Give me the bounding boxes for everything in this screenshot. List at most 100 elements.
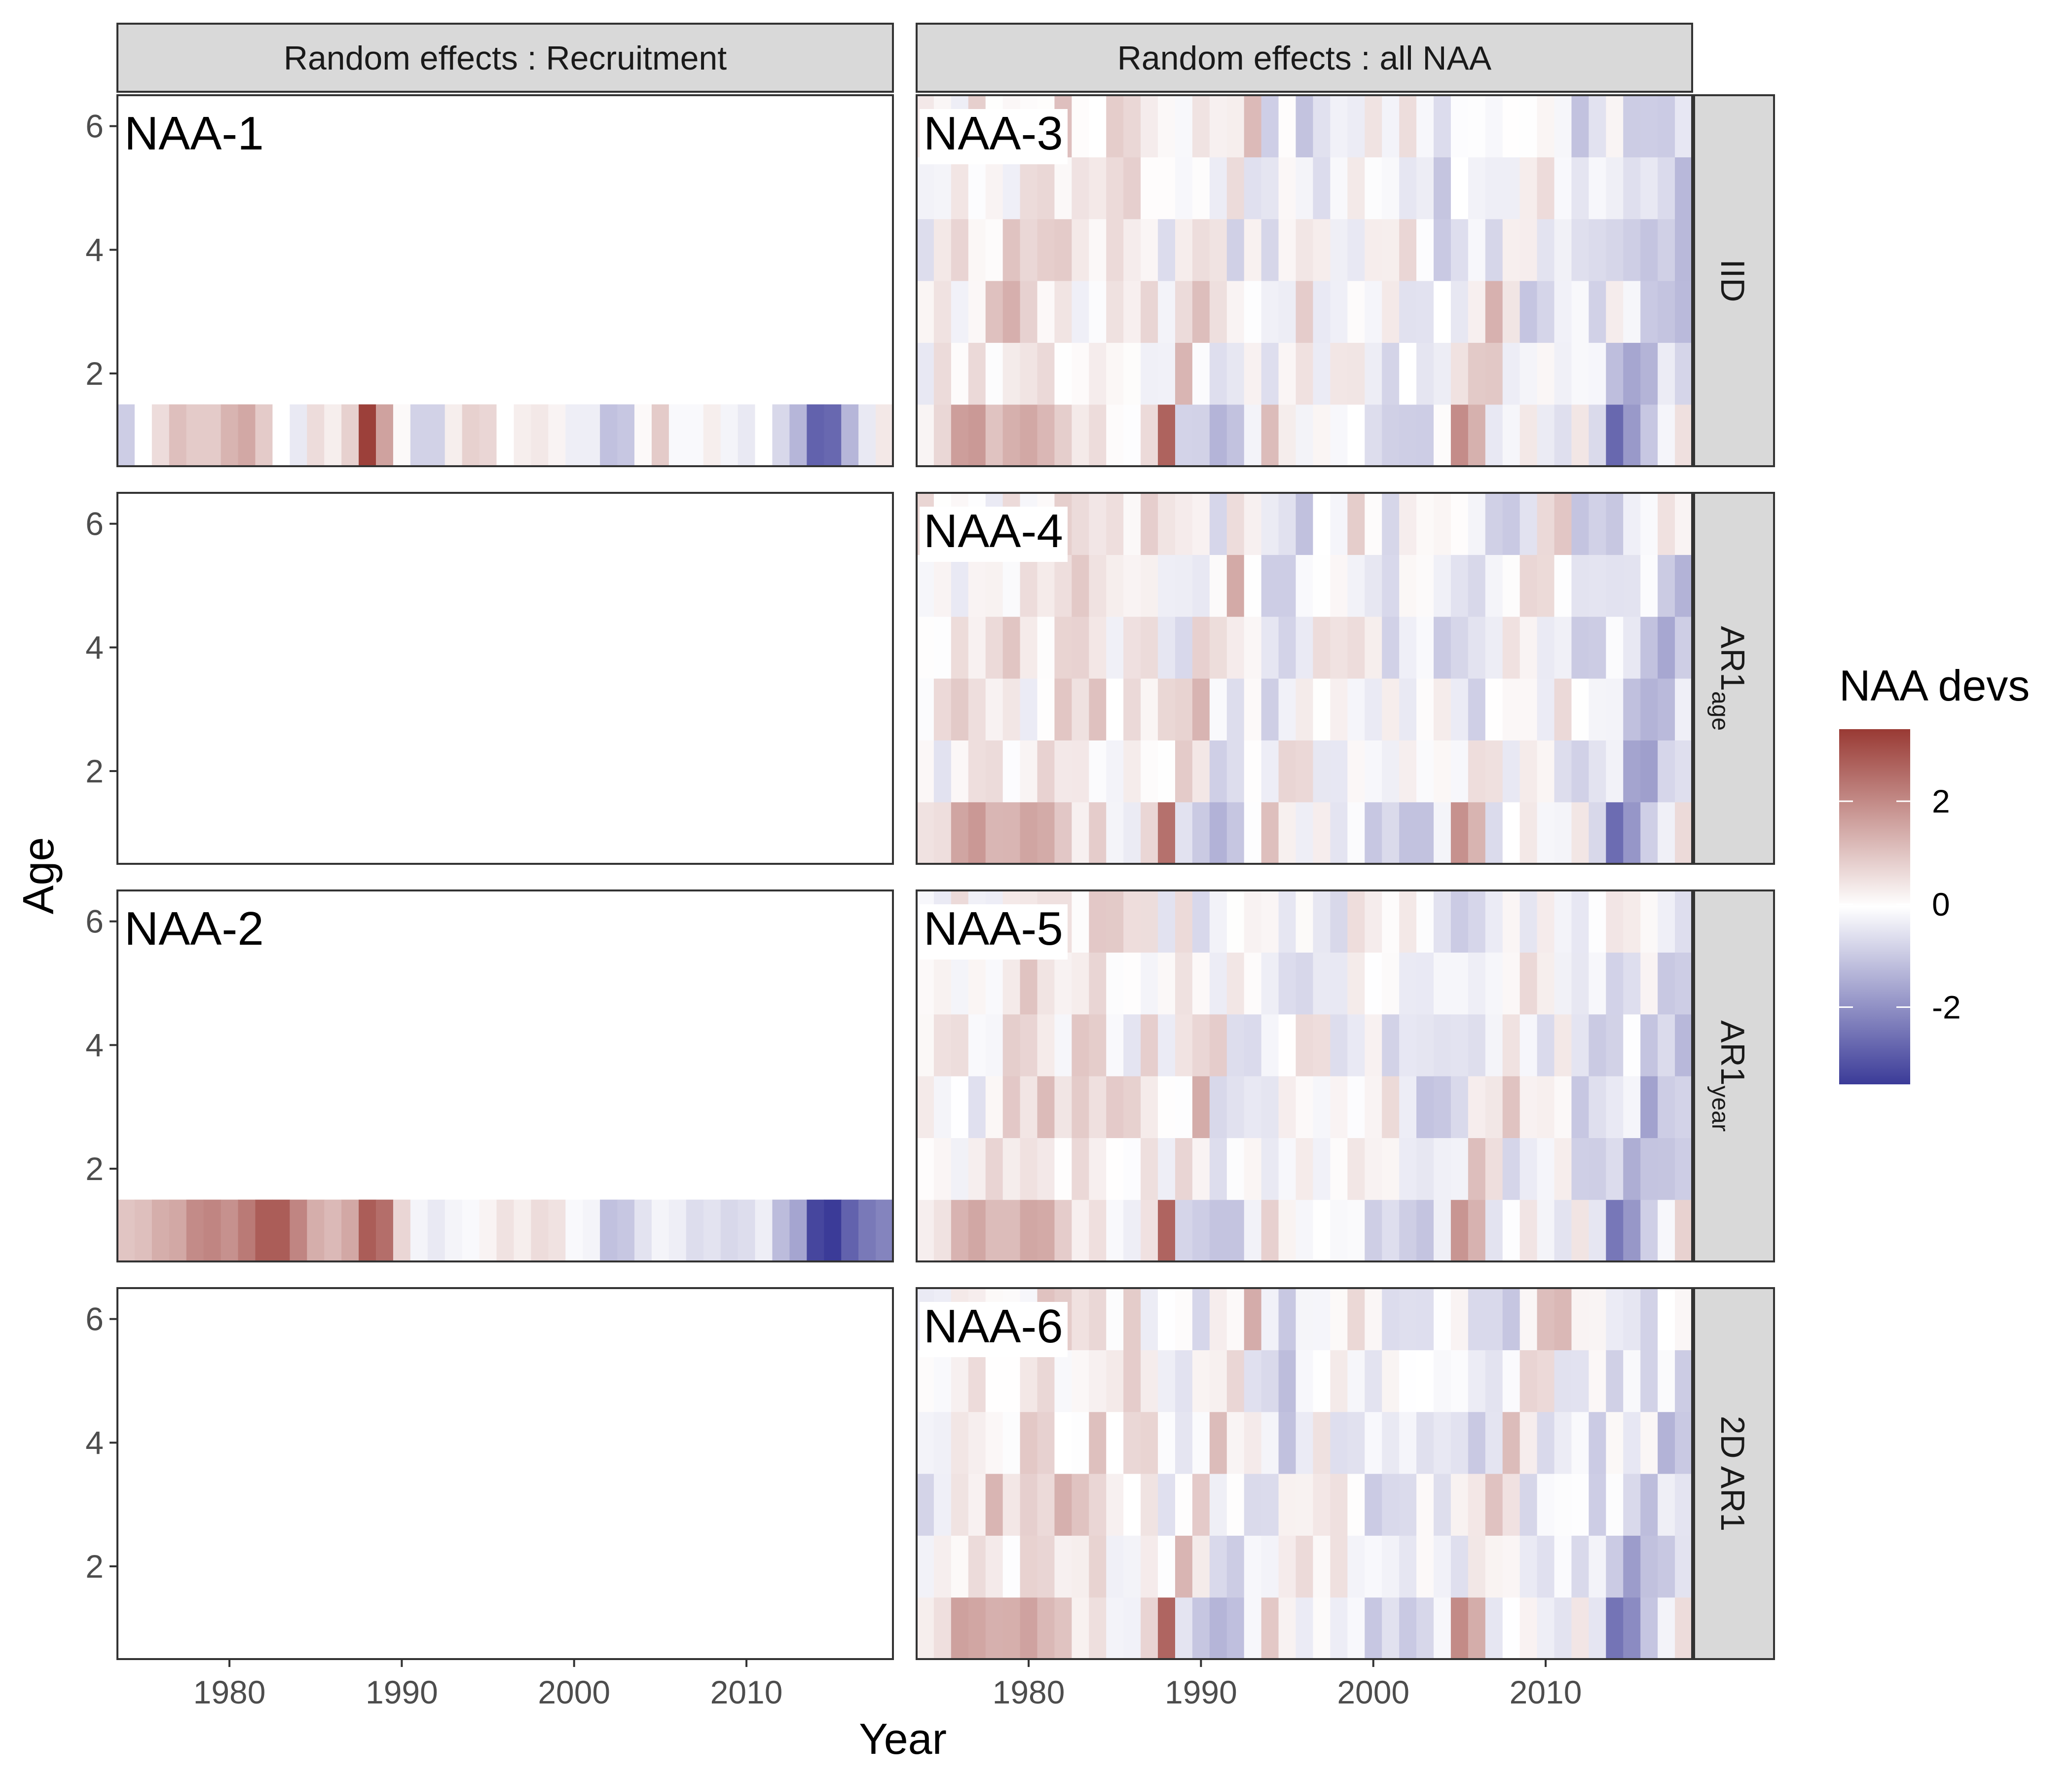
heatmap-tile bbox=[117, 404, 135, 467]
heatmap-tile bbox=[1209, 1199, 1227, 1262]
heatmap-tile bbox=[324, 1199, 342, 1262]
heatmap-tile bbox=[1244, 95, 1262, 157]
heatmap-tile bbox=[1175, 342, 1193, 405]
heatmap-tile bbox=[1313, 95, 1331, 157]
heatmap-tile bbox=[985, 1411, 1003, 1474]
heatmap-tile bbox=[824, 404, 842, 467]
heatmap-tile bbox=[1141, 890, 1158, 953]
heatmap-tile bbox=[1295, 1288, 1314, 1350]
heatmap-tile bbox=[1640, 678, 1658, 740]
heatmap-tile bbox=[1089, 1014, 1107, 1076]
heatmap-tile bbox=[1675, 1350, 1693, 1412]
heatmap-tile bbox=[1106, 493, 1124, 555]
heatmap-tile bbox=[1658, 802, 1675, 864]
heatmap-tile bbox=[1209, 157, 1227, 220]
heatmap-tile bbox=[1244, 555, 1262, 617]
heatmap-tile bbox=[985, 404, 1003, 467]
heatmap-tile bbox=[1675, 1474, 1693, 1536]
heatmap-tile bbox=[1485, 740, 1503, 803]
heatmap-tile bbox=[1347, 1411, 1365, 1474]
y-tick-label: 4 bbox=[85, 231, 104, 268]
heatmap-tile bbox=[951, 1199, 969, 1262]
heatmap-tile bbox=[1106, 616, 1124, 679]
heatmap-tile bbox=[968, 157, 986, 220]
heatmap-tile bbox=[1141, 1597, 1158, 1660]
heatmap-tile bbox=[221, 404, 239, 467]
heatmap-tile bbox=[1244, 404, 1262, 467]
heatmap-tile bbox=[1175, 404, 1193, 467]
heatmap-tile bbox=[917, 678, 934, 740]
heatmap-tile bbox=[1226, 1350, 1245, 1412]
heatmap-tile bbox=[1399, 1288, 1417, 1350]
heatmap-tile bbox=[1606, 404, 1624, 467]
heatmap-tile bbox=[1485, 1411, 1503, 1474]
heatmap-tile bbox=[1416, 281, 1434, 343]
heatmap-tile bbox=[1434, 740, 1451, 803]
heatmap-tile bbox=[1675, 281, 1693, 343]
heatmap-tile bbox=[1278, 890, 1296, 953]
heatmap-tile bbox=[1365, 555, 1382, 617]
heatmap-tile bbox=[1244, 1597, 1262, 1660]
heatmap-tile bbox=[1141, 1474, 1158, 1536]
heatmap-tile bbox=[1675, 1138, 1693, 1200]
heatmap-tile bbox=[186, 404, 204, 467]
heatmap-tile bbox=[1123, 1076, 1141, 1138]
heatmap-tile bbox=[1571, 1288, 1589, 1350]
heatmap-tile bbox=[1244, 493, 1262, 555]
heatmap-tile bbox=[933, 678, 952, 740]
heatmap-tile bbox=[1278, 1474, 1296, 1536]
heatmap-tile bbox=[1640, 95, 1658, 157]
heatmap-tile bbox=[1123, 740, 1141, 803]
heatmap-tile bbox=[324, 404, 342, 467]
heatmap-tile bbox=[1640, 157, 1658, 220]
heatmap-tile bbox=[1123, 404, 1141, 467]
heatmap-tile bbox=[1072, 1014, 1089, 1076]
heatmap-tile bbox=[1278, 802, 1296, 864]
heatmap-tile bbox=[1313, 802, 1331, 864]
heatmap-tile bbox=[1244, 1350, 1262, 1412]
heatmap-tile bbox=[1072, 1350, 1089, 1412]
heatmap-panel: NAA-6 bbox=[917, 1288, 1693, 1660]
heatmap-tile bbox=[1623, 404, 1641, 467]
heatmap-tile bbox=[1175, 678, 1193, 740]
heatmap-tile bbox=[1468, 342, 1486, 405]
heatmap-tile bbox=[1589, 802, 1606, 864]
heatmap-tile bbox=[1037, 1535, 1055, 1598]
heatmap-tile bbox=[1365, 1076, 1382, 1138]
heatmap-tile bbox=[1623, 678, 1641, 740]
heatmap-tile bbox=[1502, 740, 1520, 803]
heatmap-tile bbox=[968, 1350, 986, 1412]
panel-border bbox=[116, 492, 894, 865]
heatmap-tile bbox=[1123, 1138, 1141, 1200]
heatmap-tile bbox=[1226, 678, 1245, 740]
heatmap-tile bbox=[1606, 1411, 1624, 1474]
heatmap-tile bbox=[1450, 740, 1469, 803]
heatmap-tile bbox=[985, 1076, 1003, 1138]
column-strip bbox=[916, 23, 1693, 93]
heatmap-tile bbox=[1347, 616, 1365, 679]
heatmap-tile bbox=[1261, 952, 1279, 1015]
heatmap-tile bbox=[1141, 1076, 1158, 1138]
heatmap-tile bbox=[1175, 1535, 1193, 1598]
heatmap-tile bbox=[917, 219, 934, 281]
heatmap-tile bbox=[1502, 1014, 1520, 1076]
heatmap-tile bbox=[1537, 890, 1555, 953]
heatmap-tile bbox=[1468, 1138, 1486, 1200]
heatmap-tile bbox=[1054, 281, 1072, 343]
heatmap-tile bbox=[1519, 616, 1538, 679]
panel-background bbox=[117, 1288, 893, 1659]
heatmap-tile bbox=[1278, 281, 1296, 343]
y-tick-label: 2 bbox=[85, 355, 104, 392]
heatmap-tile bbox=[1002, 219, 1021, 281]
heatmap-tile bbox=[1571, 1411, 1589, 1474]
heatmap-tile bbox=[1347, 1138, 1365, 1200]
heatmap-tile bbox=[1106, 555, 1124, 617]
heatmap-tile bbox=[917, 1350, 934, 1412]
heatmap-tile bbox=[1589, 342, 1606, 405]
heatmap-tile bbox=[1450, 555, 1469, 617]
heatmap-tile bbox=[1037, 404, 1055, 467]
heatmap-tile bbox=[841, 1199, 859, 1262]
heatmap-tile bbox=[255, 404, 273, 467]
panel-border bbox=[116, 94, 894, 467]
heatmap-tile bbox=[1072, 555, 1089, 617]
